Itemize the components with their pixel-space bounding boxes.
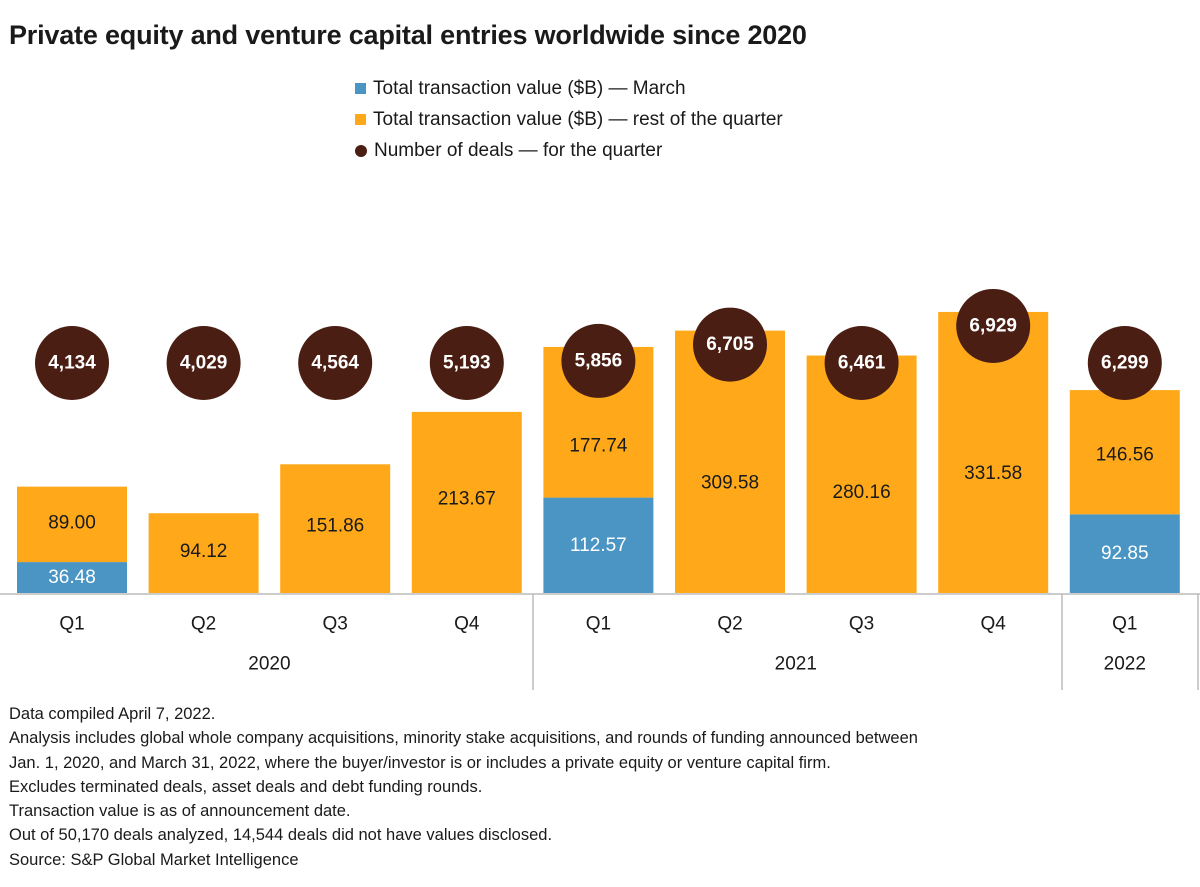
chart-title: Private equity and venture capital entri… xyxy=(9,20,807,50)
x-tick-label-7: Q3 xyxy=(849,614,874,635)
legend-swatch-march xyxy=(355,83,366,94)
deals-marker-9 xyxy=(1087,326,1162,400)
bar-label-rest-6: 309.58 xyxy=(701,473,759,494)
footnotes: Data compiled April 7, 2022. Analysis in… xyxy=(9,702,1194,872)
deals-label-2: 4,029 xyxy=(180,353,228,374)
bar-label-march-9: 92.85 xyxy=(1101,543,1149,564)
bar-label-rest-1: 89.00 xyxy=(48,512,96,533)
legend-item-deals: Number of deals — for the quarter xyxy=(355,135,783,166)
deals-marker-3 xyxy=(298,326,373,400)
deals-marker-5 xyxy=(561,323,636,398)
bar-label-rest-3: 151.86 xyxy=(306,516,364,537)
x-group-label-2021: 2021 xyxy=(775,654,817,675)
bar-march-9 xyxy=(1069,514,1180,593)
deals-marker-4 xyxy=(429,326,504,400)
note-analysis-1: Analysis includes global whole company a… xyxy=(9,729,918,748)
note-excludes: Excludes terminated deals, asset deals a… xyxy=(9,777,483,796)
deals-marker-7 xyxy=(824,326,899,400)
bar-rest-4 xyxy=(411,411,522,593)
deals-marker-8 xyxy=(956,288,1031,363)
deals-label-8: 6,929 xyxy=(969,315,1017,336)
x-tick-label-5: Q1 xyxy=(586,614,611,635)
legend-item-march: Total transaction value ($B) — March xyxy=(355,73,783,104)
x-tick-label-4: Q4 xyxy=(454,614,480,635)
legend-label-march: Total transaction value ($B) — March xyxy=(373,77,686,99)
legend-label-rest: Total transaction value ($B) — rest of t… xyxy=(373,108,783,130)
note-analysis-2: Jan. 1, 2020, and March 31, 2022, where … xyxy=(9,753,831,772)
legend: Total transaction value ($B) — March Tot… xyxy=(355,73,783,166)
note-compiled: Data compiled April 7, 2022. xyxy=(9,705,216,723)
bar-rest-1 xyxy=(17,486,127,563)
x-group-label-2020: 2020 xyxy=(248,654,290,675)
chart-area: 36.48 89.00 4,134 Q1 94.12 4,029 Q2 151.86 4,564… xyxy=(0,288,1200,690)
deals-marker-1 xyxy=(35,326,109,400)
deals-label-1: 4,134 xyxy=(48,353,96,374)
bar-rest-2 xyxy=(148,513,259,593)
legend-swatch-deals xyxy=(355,144,367,157)
note-transaction-value: Transaction value is as of announcement … xyxy=(9,802,351,821)
x-tick-label-8: Q4 xyxy=(981,614,1007,635)
deals-label-5: 5,856 xyxy=(575,350,623,371)
x-tick-label-2: Q2 xyxy=(191,614,216,635)
deals-label-7: 6,461 xyxy=(838,353,886,374)
note-undisclosed: Out of 50,170 deals analyzed, 14,544 dea… xyxy=(9,826,553,845)
bar-label-rest-8: 331.58 xyxy=(964,463,1022,484)
bar-label-march-1: 36.48 xyxy=(48,567,96,588)
bar-label-rest-9: 146.56 xyxy=(1096,444,1154,465)
deals-label-6: 6,705 xyxy=(706,334,754,355)
deals-label-9: 6,299 xyxy=(1101,353,1149,374)
deals-label-3: 4,564 xyxy=(311,353,359,374)
bar-label-rest-5: 177.74 xyxy=(569,435,628,456)
x-tick-label-9: Q1 xyxy=(1112,614,1137,635)
deals-label-4: 5,193 xyxy=(443,353,491,374)
legend-swatch-rest xyxy=(355,114,366,125)
legend-item-rest: Total transaction value ($B) — rest of t… xyxy=(355,104,783,135)
bar-march-5 xyxy=(543,497,654,593)
bar-rest-3 xyxy=(280,464,391,593)
deals-marker-6 xyxy=(693,307,767,382)
bar-rest-9 xyxy=(1069,390,1180,515)
bar-march-1 xyxy=(17,562,127,593)
x-tick-label-3: Q3 xyxy=(323,614,348,635)
bar-label-march-5: 112.57 xyxy=(570,535,627,556)
legend-label-deals: Number of deals — for the quarter xyxy=(374,139,663,161)
x-tick-label-1: Q1 xyxy=(59,614,84,635)
bar-label-rest-2: 94.12 xyxy=(180,541,228,562)
x-tick-label-6: Q2 xyxy=(717,614,742,635)
x-group-label-2022: 2022 xyxy=(1104,654,1146,675)
bar-label-rest-7: 280.16 xyxy=(833,482,891,503)
bar-label-rest-4: 213.67 xyxy=(438,488,496,509)
deals-marker-2 xyxy=(166,326,241,400)
note-source: Source: S&P Global Market Intelligence xyxy=(9,850,299,869)
